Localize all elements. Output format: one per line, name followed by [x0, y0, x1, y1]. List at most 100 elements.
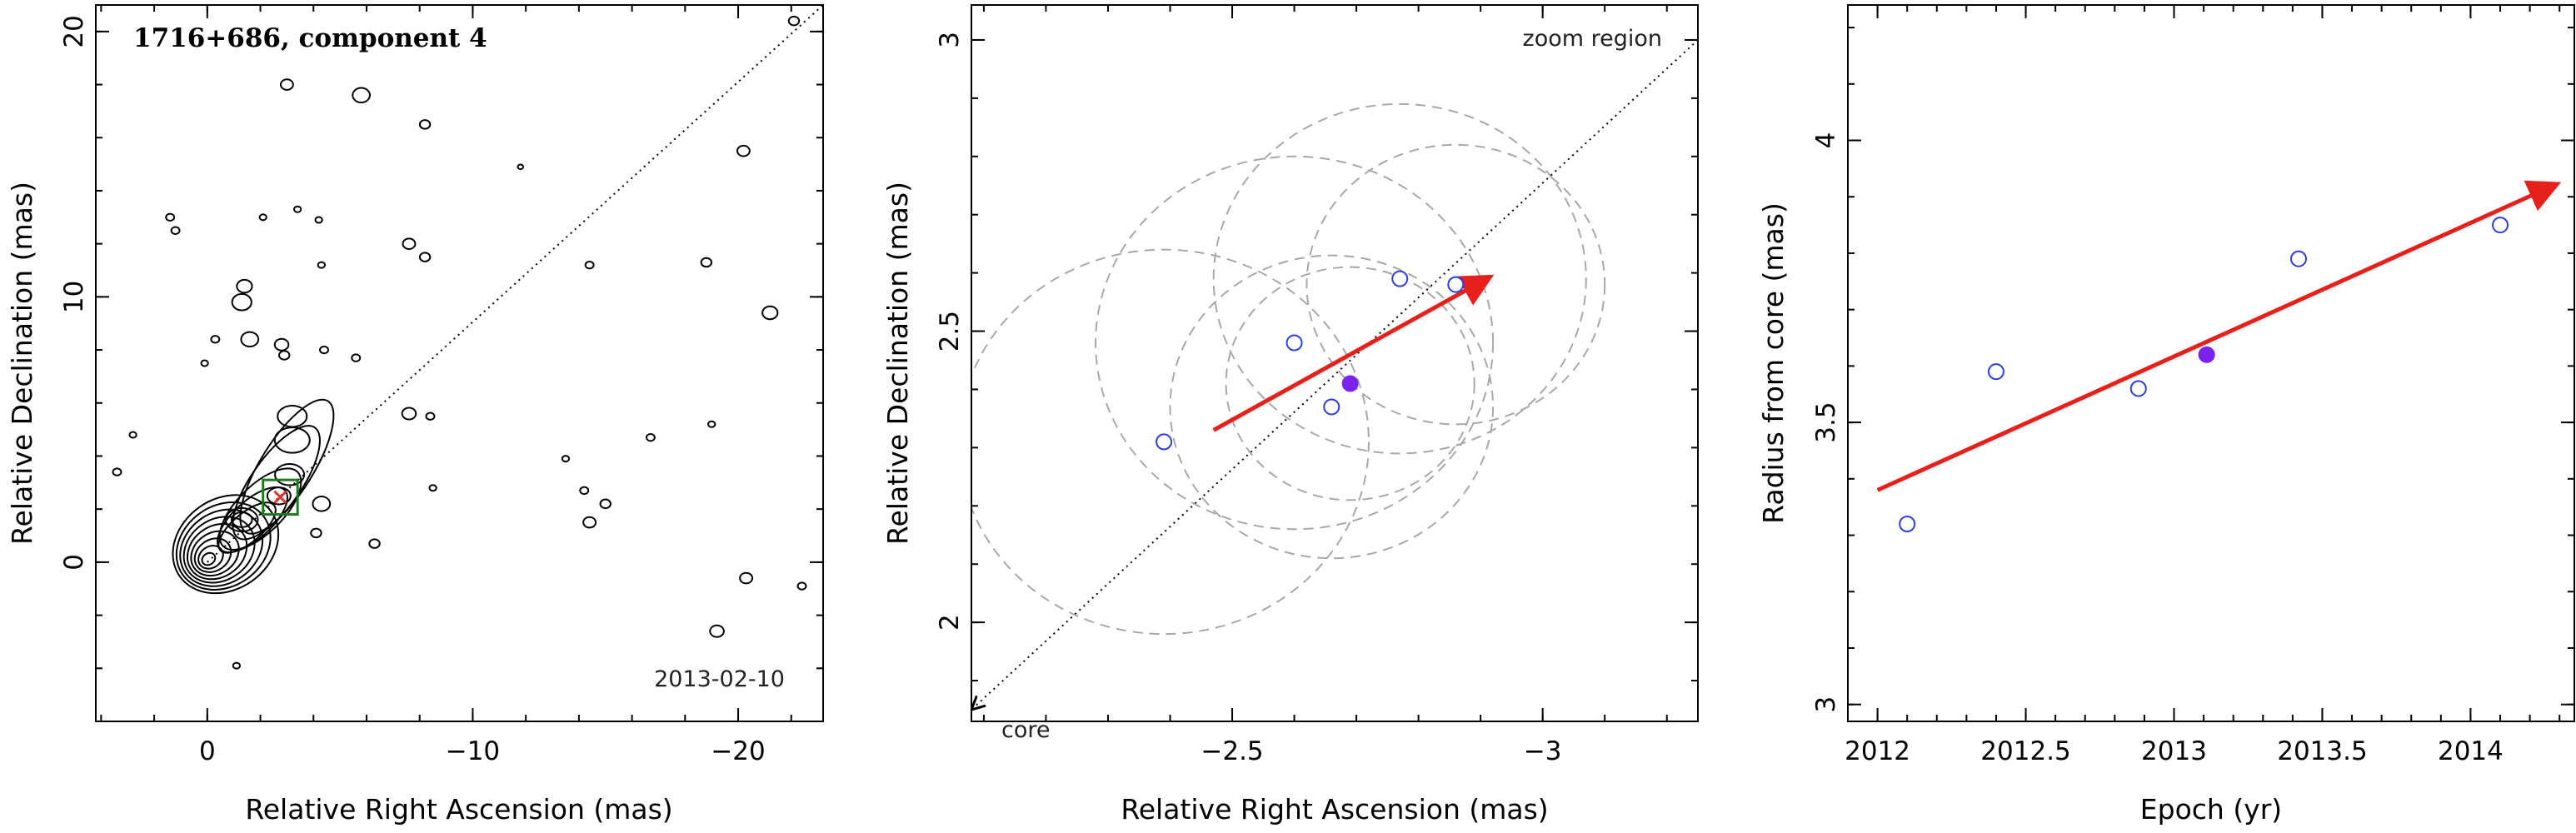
noise-contour [584, 260, 595, 270]
noise-contour [279, 78, 294, 91]
error-circle [1212, 102, 1587, 455]
panel-2-y-axis-label: Relative Declination (mas) [881, 182, 914, 545]
panel-2-x-axis-label: Relative Right Ascension (mas) [1121, 793, 1548, 826]
jet-contour [217, 486, 288, 553]
fit-arrow [1876, 180, 2562, 492]
y-tick-label: 0 [59, 554, 89, 571]
panel-3-x-axis-label: Epoch (yr) [2140, 793, 2282, 826]
motion-arrow [1212, 274, 1495, 432]
open-data-point [1391, 270, 1409, 287]
open-data-point [1899, 515, 1916, 532]
noise-contour [200, 359, 209, 367]
panel-2-points [1156, 270, 1465, 451]
noise-contour [645, 432, 656, 442]
panel-1-contour-map: 0 −10 −20 0 10 20 1716+686, component 4 2013-… [6, 4, 824, 826]
noise-contour [599, 498, 612, 510]
noise-contour [739, 571, 754, 585]
panel-2-plot-area [971, 39, 1698, 710]
open-data-point [2129, 380, 2147, 397]
open-data-point [1286, 334, 1303, 352]
filled-data-point [2198, 346, 2215, 363]
noise-contour [401, 407, 417, 421]
y-tick-label: 3 [1811, 696, 1841, 713]
panel-3-points [1899, 217, 2509, 532]
jet-contour [218, 467, 302, 551]
panel-1-date-annotation: 2013-02-10 [654, 666, 785, 692]
x-tick-label: 2012.5 [1980, 736, 2070, 766]
noise-contour [582, 516, 597, 529]
core-direction-line [971, 39, 1698, 710]
knot-contour [274, 463, 306, 486]
panel-2-ticks: −2.5 −3 2 2.5 3 [935, 5, 1698, 766]
noise-contour [310, 527, 322, 539]
panel-2-core-direction-line [971, 39, 1698, 710]
noise-contour [165, 212, 176, 222]
direction-line [207, 5, 823, 563]
noise-contour [231, 292, 252, 312]
error-circle [1225, 266, 1475, 501]
knot-contour [277, 404, 308, 428]
y-tick-label: 10 [59, 281, 89, 313]
component-box [262, 478, 299, 516]
x-tick-label: −10 [446, 736, 500, 766]
open-data-point [1323, 398, 1340, 416]
knot-contour [266, 486, 292, 506]
noise-contour [368, 538, 381, 549]
noise-contour [709, 624, 725, 638]
noise-contour [258, 213, 267, 222]
noise-contour [418, 252, 432, 262]
panel-2-core-annotation: core [1001, 717, 1050, 743]
y-tick-label: 20 [59, 15, 89, 47]
error-circle [971, 248, 1370, 636]
core-contour [190, 530, 240, 577]
panel-1-title: 1716+686, component 4 [133, 23, 487, 53]
noise-contour [425, 412, 436, 421]
core-contour [179, 508, 264, 587]
x-tick-label: 2012 [1845, 736, 1910, 766]
panel-1-component-marker [262, 478, 299, 516]
error-circle [1305, 143, 1606, 426]
noise-contour [428, 484, 437, 492]
panel-1-y-axis-label: Relative Declination (mas) [6, 182, 38, 545]
y-tick-label: 2 [935, 614, 965, 631]
noise-contour [517, 163, 525, 171]
open-data-point [1987, 363, 2004, 381]
noise-contour [170, 226, 181, 235]
panel-3-y-axis-label: Radius from core (mas) [1757, 202, 1790, 524]
panel-1-plot-area [112, 5, 823, 670]
noise-contour [112, 467, 122, 476]
noise-contour [128, 431, 137, 439]
filled-data-point [1341, 375, 1359, 392]
panel-2-frame [971, 4, 1699, 722]
noise-contour [352, 87, 371, 104]
noise-contour [232, 661, 242, 670]
panel-3-plot-area [1876, 180, 2562, 532]
noise-contour [418, 119, 432, 130]
noise-contour [707, 420, 716, 428]
noise-contour [351, 353, 362, 362]
noise-contour [579, 486, 590, 496]
panel-1-ticks: 0 −10 −20 0 10 20 [59, 5, 823, 766]
noise-contour [736, 144, 751, 157]
noise-contour [402, 237, 417, 250]
noise-contour [240, 331, 260, 348]
noise-contour [236, 278, 253, 294]
knot-contour [230, 511, 253, 528]
panel-1-frame [95, 4, 824, 722]
jet-contour [239, 398, 335, 535]
open-data-point [1447, 276, 1465, 293]
y-tick-label: 2.5 [935, 311, 965, 352]
panel-2-motion-arrow [1212, 274, 1495, 432]
noise-contour [700, 257, 713, 268]
y-tick-label: 3.5 [1811, 402, 1841, 442]
core-contour [182, 516, 256, 584]
open-data-point [1156, 433, 1173, 451]
component-cross [273, 490, 287, 504]
x-tick-label: −2.5 [1201, 736, 1263, 766]
panel-3-radius-vs-epoch: 2012 2012.5 2013 2013.5 2014 3 3.5 4 Epoch (yr)… [1757, 4, 2575, 826]
panel-2-zoom-region: −2.5 −3 2 2.5 3 zoom region core Relative Ri… [881, 4, 1699, 826]
core-contour [201, 551, 217, 566]
x-tick-label: 2013 [2141, 736, 2207, 766]
panel-3-fit-arrow [1876, 180, 2562, 492]
